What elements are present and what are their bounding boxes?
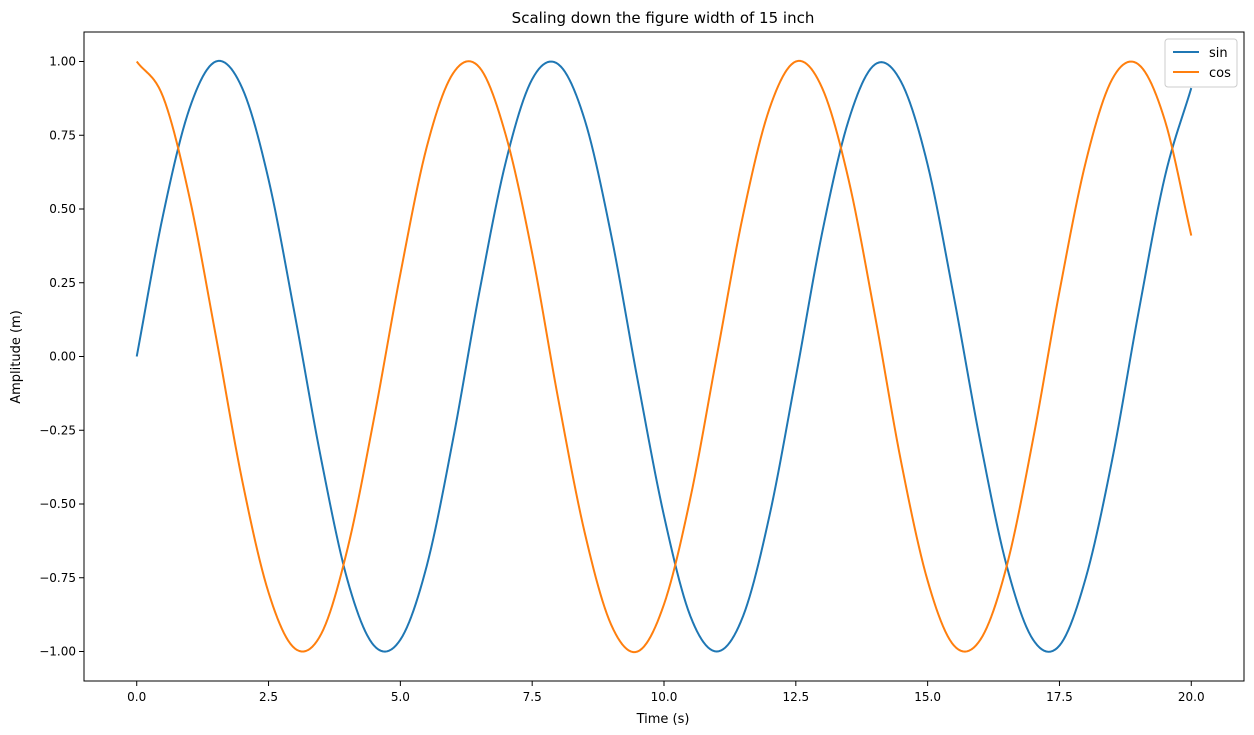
y-tick-label: 0.25 (49, 276, 76, 290)
y-tick-label: −0.50 (39, 497, 76, 511)
y-axis-title: Amplitude (m) (9, 310, 24, 404)
legend-label-cos: cos (1209, 66, 1231, 81)
x-tick-label: 15.0 (914, 690, 941, 704)
y-tick-label: 0.50 (49, 202, 76, 216)
y-tick-label: 0.00 (49, 350, 76, 364)
y-tick-label: 1.00 (49, 55, 76, 69)
x-axis-title: Time (s) (636, 712, 690, 727)
y-tick-label: 0.75 (49, 128, 76, 142)
x-tick-label: 0.0 (127, 690, 146, 704)
x-tick-label: 5.0 (391, 690, 410, 704)
x-tick-label: 20.0 (1178, 690, 1205, 704)
series-line-cos (135, 59, 1193, 654)
x-tick-label: 2.5 (259, 690, 278, 704)
x-axis: 0.0 2.5 5.0 7.5 10.0 12.5 15.0 17.5 20.0 (127, 681, 1205, 704)
x-tick-label: 12.5 (782, 690, 809, 704)
x-tick-label: 17.5 (1046, 690, 1073, 704)
y-tick-label: −1.00 (39, 645, 76, 659)
x-tick-label: 7.5 (523, 690, 542, 704)
chart-title: Scaling down the figure width of 15 inch (512, 9, 815, 27)
y-tick-label: −0.75 (39, 571, 76, 585)
series-line-sin (135, 59, 1193, 653)
legend-label-sin: sin (1209, 46, 1228, 61)
legend: sin cos (1164, 38, 1238, 88)
y-tick-label: −0.25 (39, 423, 76, 437)
y-axis: −1.00 −0.75 −0.50 −0.25 0.00 0.25 0.50 0.75 1.00 (39, 55, 84, 659)
x-tick-label: 10.0 (651, 690, 678, 704)
